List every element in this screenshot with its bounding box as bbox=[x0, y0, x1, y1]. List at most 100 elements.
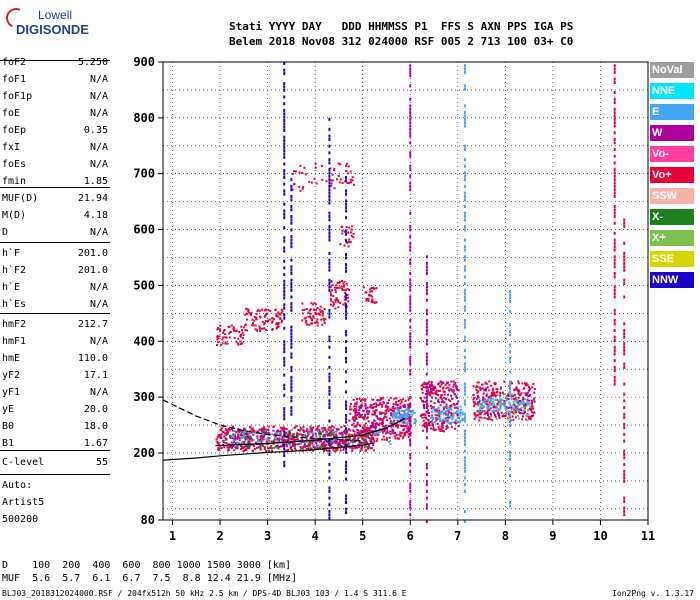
streak-point bbox=[283, 122, 286, 126]
streak-point bbox=[290, 352, 293, 356]
echo-point bbox=[376, 404, 379, 407]
echo-point bbox=[445, 425, 448, 428]
echo-point bbox=[531, 405, 534, 408]
echo-point bbox=[379, 398, 382, 401]
echo-point bbox=[355, 433, 358, 436]
echo-point bbox=[266, 443, 269, 446]
streak-point bbox=[328, 335, 331, 339]
streak-point bbox=[613, 245, 616, 249]
streak-point bbox=[623, 399, 626, 403]
streak-point bbox=[509, 440, 512, 444]
echo-point bbox=[510, 398, 513, 401]
streak-point bbox=[328, 365, 331, 369]
echo-point bbox=[410, 409, 413, 412]
streak-point bbox=[623, 221, 626, 225]
echo-point bbox=[319, 435, 322, 438]
echo-point bbox=[353, 405, 356, 408]
echo-point bbox=[432, 428, 435, 431]
echo-point bbox=[512, 404, 515, 407]
echo-point bbox=[233, 436, 236, 439]
echo-point bbox=[407, 410, 410, 413]
echo-point bbox=[235, 330, 238, 333]
streak-point bbox=[463, 198, 466, 202]
streak-point bbox=[463, 275, 466, 279]
streak-point bbox=[345, 316, 348, 320]
echo-point bbox=[517, 411, 520, 414]
echo-point bbox=[450, 380, 453, 383]
echo-point bbox=[332, 448, 335, 451]
echo-point bbox=[347, 296, 350, 299]
streak-point bbox=[463, 369, 466, 373]
echo-point bbox=[530, 407, 533, 410]
streak-point bbox=[283, 129, 286, 133]
param-label: foE bbox=[2, 108, 21, 119]
echo-point bbox=[529, 408, 532, 411]
echo-point bbox=[316, 321, 319, 324]
echo-point bbox=[320, 440, 323, 443]
echo-point bbox=[231, 425, 234, 428]
echo-point bbox=[485, 394, 488, 397]
streak-point bbox=[613, 124, 616, 128]
streak-point bbox=[283, 464, 286, 468]
streak-point bbox=[290, 235, 293, 239]
echo-point bbox=[249, 431, 252, 434]
echo-point bbox=[522, 397, 525, 400]
param-label: foEs bbox=[2, 159, 27, 170]
echo-point bbox=[394, 403, 397, 406]
echo-point bbox=[293, 427, 296, 430]
echo-point bbox=[227, 449, 230, 452]
header-row-2: Belem 2018 Nov08 312 024000 RSF 005 2 71… bbox=[229, 35, 574, 48]
echo-point bbox=[523, 402, 526, 405]
echo-point bbox=[513, 408, 516, 411]
echo-point bbox=[281, 436, 284, 439]
legend-item: SSE bbox=[650, 251, 694, 267]
echo-point bbox=[490, 384, 493, 387]
echo-point bbox=[279, 432, 282, 435]
streak-point bbox=[509, 293, 512, 297]
echo-point bbox=[480, 387, 483, 390]
streak-point bbox=[328, 285, 331, 289]
echo-point bbox=[371, 430, 374, 433]
streak-point bbox=[328, 268, 331, 272]
echo-point bbox=[320, 445, 323, 448]
echo-point bbox=[395, 413, 398, 416]
echo-point bbox=[346, 241, 349, 244]
echo-point bbox=[328, 432, 331, 435]
streak-point bbox=[345, 179, 348, 183]
echo-point bbox=[332, 433, 335, 436]
echo-point bbox=[364, 436, 367, 439]
echo-point bbox=[359, 435, 362, 438]
streak-point bbox=[613, 131, 616, 135]
streak-point bbox=[328, 211, 331, 215]
echo-point bbox=[528, 407, 531, 410]
streak-point bbox=[613, 322, 616, 326]
echo-point bbox=[351, 449, 354, 452]
echo-point bbox=[286, 433, 289, 436]
echo-point bbox=[279, 434, 282, 437]
echo-point bbox=[519, 403, 522, 406]
echo-point bbox=[491, 389, 494, 392]
echo-point bbox=[223, 432, 226, 435]
echo-point bbox=[374, 405, 377, 408]
echo-point bbox=[487, 396, 490, 399]
echo-point bbox=[487, 416, 490, 419]
echo-point bbox=[233, 337, 236, 340]
echo-point bbox=[476, 381, 479, 384]
echo-point bbox=[324, 318, 327, 321]
echo-point bbox=[498, 399, 501, 402]
echo-point bbox=[369, 406, 372, 409]
echo-point bbox=[437, 412, 440, 415]
echo-point bbox=[485, 402, 488, 405]
echo-point bbox=[262, 426, 265, 429]
streak-point bbox=[328, 168, 331, 172]
streak-point bbox=[409, 506, 412, 510]
echo-point bbox=[243, 427, 246, 430]
param-value: N/A bbox=[89, 387, 108, 398]
streak-point bbox=[623, 499, 626, 503]
echo-point bbox=[255, 317, 258, 320]
echo-point bbox=[309, 430, 312, 433]
echo-point bbox=[490, 392, 493, 395]
echo-point bbox=[406, 427, 409, 430]
echo-point bbox=[292, 437, 295, 440]
echo-point bbox=[312, 426, 315, 429]
